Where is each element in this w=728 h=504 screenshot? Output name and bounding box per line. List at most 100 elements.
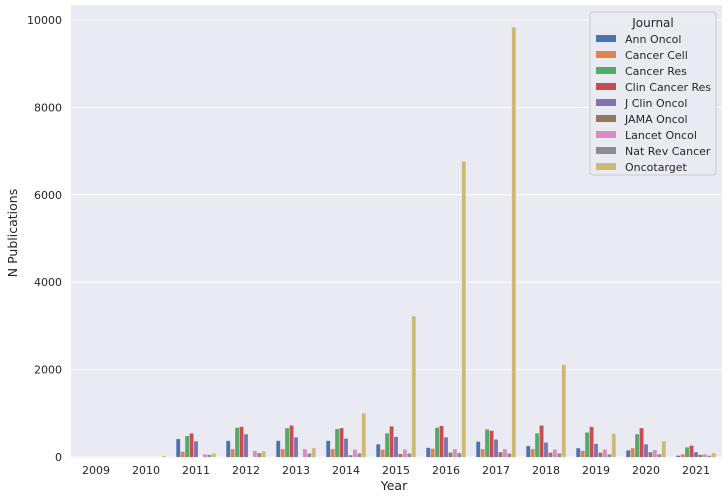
legend-swatch	[596, 131, 616, 138]
bar	[480, 449, 485, 457]
bar	[398, 453, 403, 457]
y-tick-label: 4000	[34, 276, 62, 289]
bar	[602, 449, 607, 457]
bar	[230, 449, 235, 457]
bar	[639, 428, 644, 457]
bar	[485, 429, 490, 457]
x-tick-label: 2018	[532, 464, 560, 477]
bar	[539, 425, 544, 457]
bar	[548, 452, 553, 457]
legend-label: JAMA Oncol	[624, 113, 688, 126]
legend-swatch	[596, 83, 616, 90]
bar	[461, 161, 466, 457]
bar	[457, 453, 462, 457]
bar	[311, 448, 316, 457]
bar	[585, 432, 590, 457]
bar	[261, 451, 266, 457]
bar	[652, 450, 657, 457]
bar	[661, 441, 666, 457]
x-tick-label: 2020	[632, 464, 660, 477]
bar	[389, 426, 394, 457]
bar	[707, 455, 712, 457]
x-tick-label: 2010	[132, 464, 160, 477]
x-tick-label: 2016	[432, 464, 460, 477]
bar	[176, 439, 181, 457]
bar	[252, 450, 257, 457]
bar	[685, 447, 690, 457]
bar	[476, 441, 481, 457]
bar	[202, 454, 207, 457]
y-tick-label: 6000	[34, 189, 62, 202]
y-tick-labels: 0 2000 4000 6000 8000 10000	[27, 14, 62, 464]
bar	[189, 433, 194, 457]
bar	[435, 427, 440, 457]
legend-swatch	[596, 67, 616, 74]
bar	[276, 440, 281, 457]
bar	[348, 455, 353, 457]
legend-swatch	[596, 99, 616, 106]
bar	[194, 441, 198, 457]
legend-label: Lancet Oncol	[625, 129, 697, 142]
bar	[530, 449, 535, 457]
bar	[280, 449, 285, 457]
x-tick-label: 2011	[182, 464, 210, 477]
legend-swatch	[596, 163, 616, 170]
legend-label: Oncotarget	[625, 161, 688, 174]
legend: Journal Ann Oncol Cancer Cell Cancer Res Cl…	[589, 11, 717, 176]
bar	[226, 440, 231, 457]
bar	[430, 448, 435, 457]
bar	[444, 437, 448, 457]
bar	[180, 451, 185, 457]
bar	[544, 442, 548, 457]
legend-label: J Clin Oncol	[624, 97, 687, 110]
bar	[611, 433, 616, 457]
bar	[330, 449, 335, 457]
bar	[502, 449, 507, 457]
bar	[498, 452, 503, 457]
bar	[626, 450, 631, 457]
bar	[676, 455, 681, 457]
legend-swatch	[596, 35, 616, 42]
y-tick-label: 0	[55, 451, 62, 464]
x-tick-label: 2017	[482, 464, 510, 477]
bar	[376, 444, 381, 457]
legend-label: Nat Rev Cancer	[625, 145, 711, 158]
x-tick-label: 2014	[332, 464, 360, 477]
bar	[657, 454, 662, 457]
bar	[580, 450, 585, 457]
bar	[711, 453, 716, 457]
bar	[285, 428, 290, 457]
bar	[411, 316, 416, 457]
bar	[239, 426, 244, 457]
bar	[576, 448, 581, 457]
bar	[557, 453, 562, 457]
bar	[561, 364, 566, 457]
y-axis-label: N Publications	[5, 189, 20, 277]
bar	[302, 449, 307, 457]
bar	[448, 452, 453, 457]
bar	[630, 448, 635, 457]
bar	[211, 453, 216, 457]
bar	[339, 428, 344, 457]
y-tick-label: 8000	[34, 101, 62, 114]
bar	[402, 449, 407, 457]
bar	[452, 449, 457, 457]
x-tick-label: 2012	[232, 464, 260, 477]
x-tick-label: 2021	[682, 464, 710, 477]
bar	[407, 453, 412, 457]
bar	[394, 436, 398, 457]
bar	[648, 452, 653, 457]
bar	[235, 427, 240, 457]
x-axis-label: Year	[380, 478, 408, 493]
x-tick-label: 2015	[382, 464, 410, 477]
bar	[426, 447, 431, 457]
bar	[439, 425, 444, 457]
legend-label: Cancer Cell	[625, 49, 688, 62]
legend-box	[589, 11, 717, 176]
bar	[185, 436, 190, 457]
bar	[511, 27, 516, 458]
bar	[689, 445, 694, 457]
x-tick-labels: 2009 2010 2011 2012 2013 2014 2015 2016 2017 2018…	[82, 464, 710, 477]
legend-label: Clin Cancer Res	[625, 81, 711, 94]
bar	[494, 439, 498, 457]
